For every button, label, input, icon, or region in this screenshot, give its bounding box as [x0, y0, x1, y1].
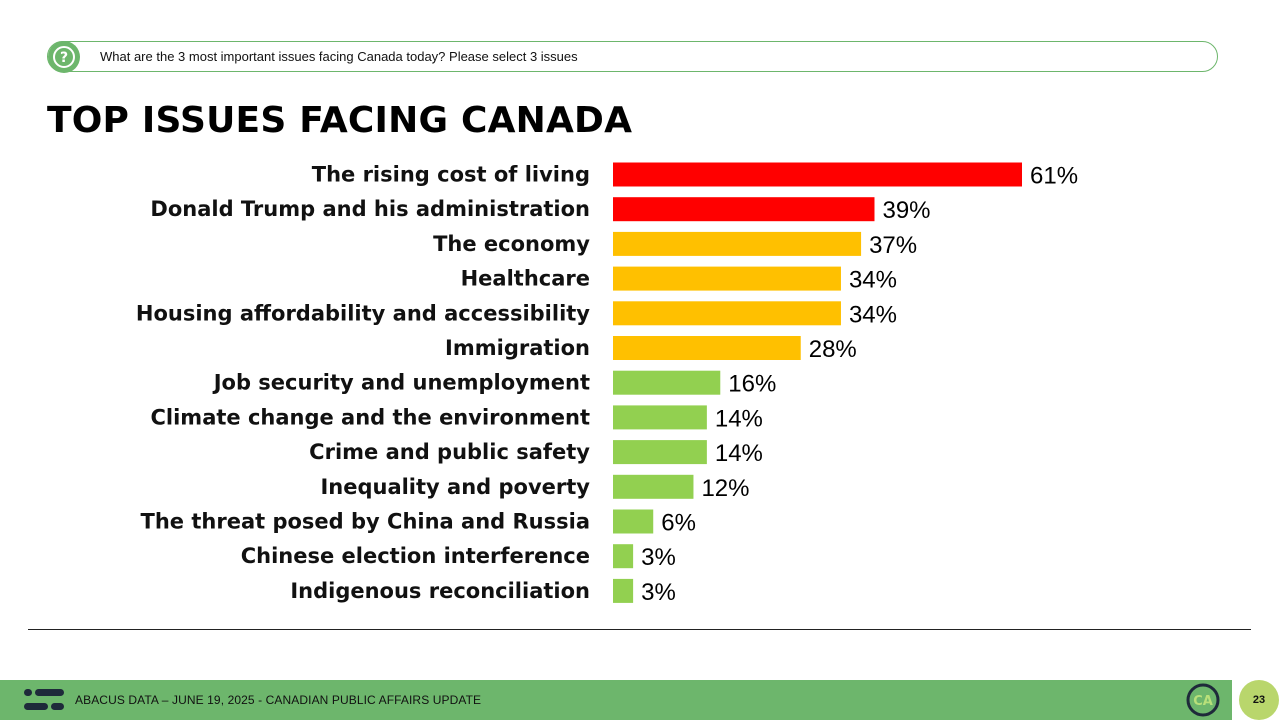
- page-number: 23: [1239, 680, 1279, 720]
- data-label: 34%: [849, 301, 897, 328]
- category-label: Housing affordability and accessibility: [136, 301, 590, 325]
- category-label: Indigenous reconciliation: [290, 579, 590, 603]
- bar: [613, 474, 694, 499]
- data-label: 34%: [849, 267, 897, 294]
- abacus-logo-icon: [24, 689, 64, 710]
- category-label: The rising cost of living: [312, 163, 590, 187]
- question-bar: ? What are the 3 most important issues f…: [47, 41, 1218, 73]
- bar: [613, 370, 721, 395]
- data-label: 61%: [1030, 163, 1078, 190]
- bar: [613, 578, 634, 603]
- category-label: Donald Trump and his administration: [150, 197, 590, 221]
- category-label: Crime and public safety: [309, 440, 590, 464]
- footer-text: ABACUS DATA – JUNE 19, 2025 - CANADIAN P…: [75, 693, 482, 707]
- bar: [613, 509, 654, 534]
- data-label: 16%: [728, 371, 776, 398]
- data-label: 6%: [661, 510, 696, 537]
- bar: [613, 162, 1022, 187]
- data-label: 14%: [715, 440, 763, 467]
- divider: [28, 629, 1251, 630]
- category-label: Immigration: [445, 336, 590, 360]
- bar: [613, 336, 801, 360]
- category-label: Healthcare: [461, 267, 590, 291]
- question-circle-icon: ?: [48, 41, 80, 73]
- bar: [613, 440, 707, 465]
- data-label: 28%: [809, 336, 857, 363]
- ca-badge-text: CA: [1193, 694, 1213, 709]
- svg-text:?: ?: [60, 50, 68, 66]
- page-title: TOP ISSUES FACING CANADA: [47, 100, 633, 141]
- bar: [613, 197, 875, 222]
- bar: [613, 231, 862, 256]
- data-label: 14%: [715, 405, 763, 432]
- category-label: Job security and unemployment: [212, 371, 590, 395]
- category-label: Chinese election interference: [241, 544, 590, 568]
- ca-badge-icon: CA: [1186, 683, 1220, 717]
- data-label: 3%: [641, 579, 676, 606]
- data-label: 3%: [641, 544, 676, 571]
- category-label: Inequality and poverty: [320, 475, 590, 499]
- bar: [613, 544, 634, 569]
- bar: [613, 405, 707, 430]
- question-text: What are the 3 most important issues fac…: [100, 49, 578, 64]
- category-label: The threat posed by China and Russia: [141, 510, 590, 534]
- category-label: The economy: [433, 232, 590, 256]
- footer: ABACUS DATA – JUNE 19, 2025 - CANADIAN P…: [0, 680, 1232, 720]
- data-label: 37%: [869, 232, 917, 259]
- bar: [613, 301, 841, 326]
- bar: [613, 266, 841, 291]
- data-label: 39%: [882, 197, 930, 224]
- data-label: 12%: [701, 475, 749, 502]
- category-label: Climate change and the environment: [151, 405, 591, 429]
